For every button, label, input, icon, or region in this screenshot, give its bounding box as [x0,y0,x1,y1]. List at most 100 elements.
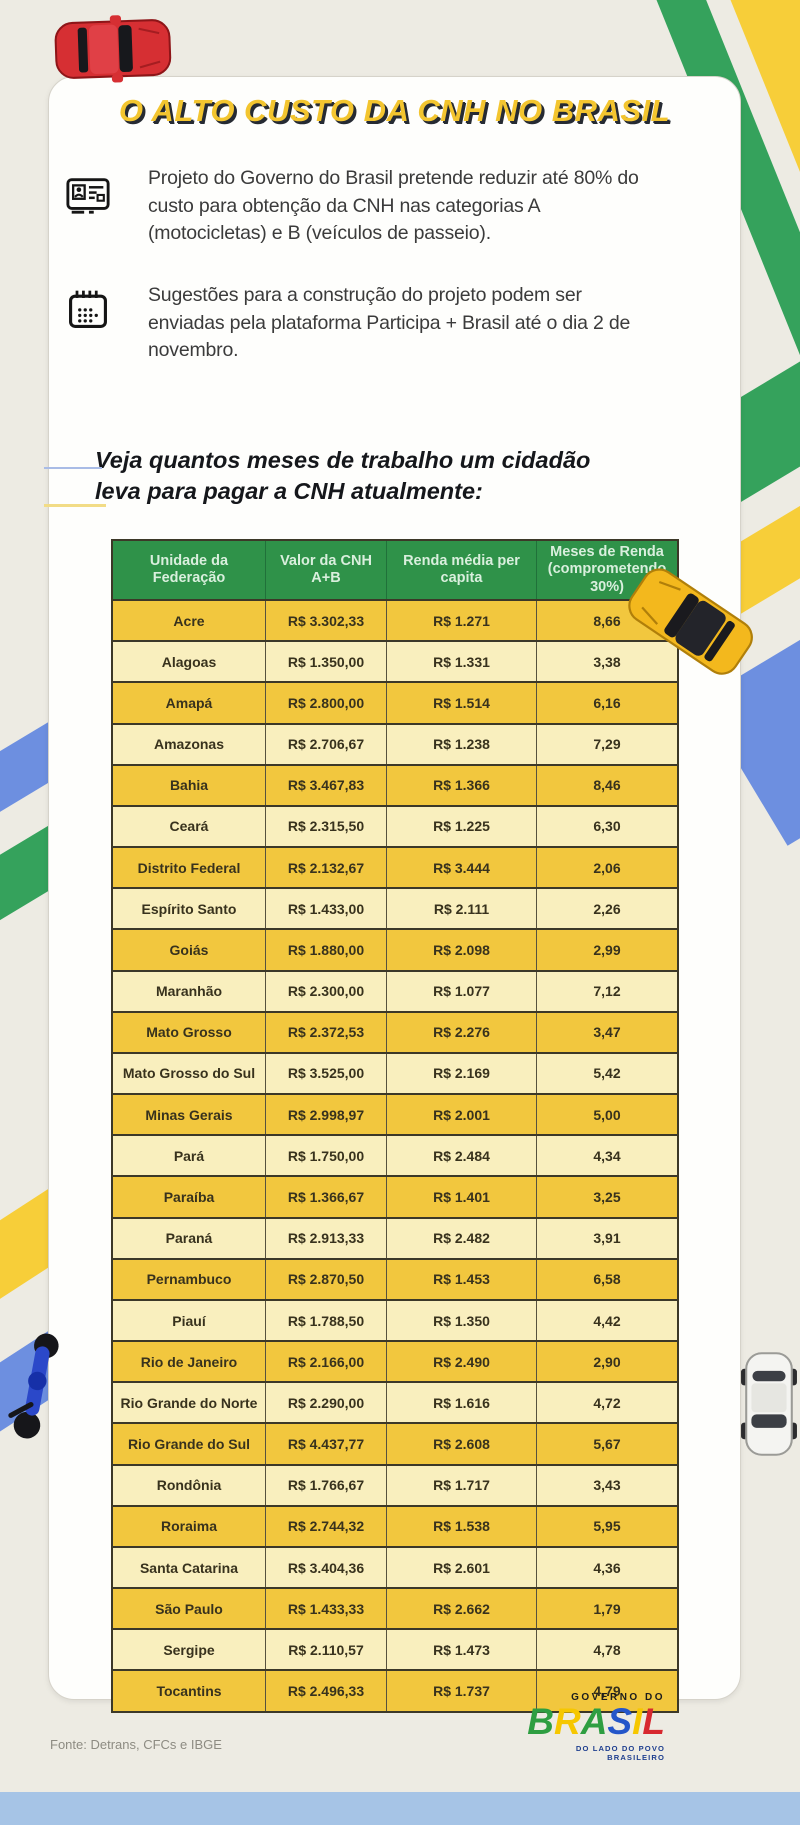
income-cell: R$ 1.238 [387,724,537,764]
income-cell: R$ 2.662 [387,1589,537,1629]
months-cell: 3,43 [593,1477,621,1494]
blue-motorcycle-image [0,1311,99,1456]
state-cell: Acre [113,601,266,641]
header-cnh-value: Valor da CNH A+B [266,541,387,599]
state-cell: São Paulo [113,1589,266,1629]
table-row: Espírito Santo R$ 1.433,00 R$ 2.111 2,26 [113,887,677,929]
table-row: Acre R$ 3.302,33 R$ 1.271 8,66 [113,599,677,641]
income-cell: R$ 2.484 [387,1136,537,1176]
income-cell: R$ 1.514 [387,683,537,723]
income-cell: R$ 1.401 [387,1177,537,1217]
cnh-table-body: Acre R$ 3.302,33 R$ 1.271 8,66 Alagoas R$ 1.3… [113,599,677,1711]
table-row: Goiás R$ 1.880,00 R$ 2.098 2,99 [113,928,677,970]
bottom-blue-bar [0,1792,800,1825]
months-cell: 4,79 [593,1683,621,1700]
table-row: Mato Grosso do Sul R$ 3.525,00 R$ 2.169 5,4… [113,1051,677,1094]
state-cell: Pará [113,1136,266,1176]
header-state: Unidade da Federação [113,541,266,599]
state-cell: Mato Grosso do Sul [113,1053,266,1094]
cnh-value-cell: R$ 1.788,50 [266,1300,387,1341]
months-cell: 4,42 [593,1312,621,1329]
cnh-value-cell: R$ 2.744,32 [266,1506,387,1546]
table-row: Amapá R$ 2.800,00 R$ 1.514 6,16 [113,681,677,723]
months-cell: 4,78 [593,1641,621,1658]
income-cell: R$ 2.001 [387,1095,537,1135]
income-cell: R$ 2.169 [387,1053,537,1094]
state-cell: Santa Catarina [113,1547,266,1588]
table-row: Rio de Janeiro R$ 2.166,00 R$ 2.490 2,90 [113,1340,677,1382]
state-cell: Amapá [113,683,266,723]
content-card: O ALTO CUSTO DA CNH NO BRASIL Projeto do… [48,76,741,1713]
months-cell: 3,25 [593,1188,621,1205]
table-header-row: Unidade da Federação Valor da CNH A+B Re… [113,541,677,599]
header-income: Renda média per capita [387,541,537,599]
state-cell: Rio de Janeiro [113,1342,266,1382]
cnh-cost-table: Unidade da Federação Valor da CNH A+B Re… [111,539,679,1713]
cnh-value-cell: R$ 2.870,50 [266,1259,387,1299]
cnh-value-cell: R$ 1.433,00 [266,889,387,929]
government-logo: GOVERNO DO BRASIL DO LADO DO POVO BRASIL… [515,1692,665,1762]
income-cell: R$ 2.601 [387,1547,537,1588]
state-cell: Roraima [113,1506,266,1546]
cnh-value-cell: R$ 2.913,33 [266,1218,387,1258]
months-cell: 2,99 [593,941,621,958]
months-cell: 6,30 [593,818,621,835]
income-cell: R$ 1.538 [387,1506,537,1546]
table-row: Roraima R$ 2.744,32 R$ 1.538 5,95 [113,1504,677,1546]
income-cell: R$ 1.350 [387,1300,537,1341]
months-cell: 1,79 [593,1600,621,1617]
months-cell: 4,72 [593,1394,621,1411]
table-row: Rondônia R$ 1.766,67 R$ 1.717 3,43 [113,1463,677,1505]
cnh-value-cell: R$ 2.110,57 [266,1630,387,1670]
state-cell: Distrito Federal [113,848,266,888]
cnh-value-cell: R$ 2.132,67 [266,848,387,888]
cnh-value-cell: R$ 3.302,33 [266,601,387,641]
income-cell: R$ 1.077 [387,971,537,1011]
cnh-value-cell: R$ 2.372,53 [266,1012,387,1052]
table-row: Alagoas R$ 1.350,00 R$ 1.331 3,38 [113,640,677,682]
months-cell: 2,06 [593,859,621,876]
state-cell: Alagoas [113,642,266,682]
months-cell: 5,42 [593,1065,621,1082]
logo-governo-do-label: GOVERNO DO [571,1692,665,1703]
income-cell: R$ 2.482 [387,1218,537,1258]
blue-accent-line [44,467,102,469]
state-cell: Minas Gerais [113,1095,266,1135]
months-cell: 3,91 [593,1230,621,1247]
cnh-value-cell: R$ 3.525,00 [266,1053,387,1094]
table-row: Minas Gerais R$ 2.998,97 R$ 2.001 5,00 [113,1093,677,1135]
state-cell: Maranhão [113,971,266,1011]
state-cell: Piauí [113,1300,266,1341]
cnh-value-cell: R$ 2.706,67 [266,724,387,764]
income-cell: R$ 1.225 [387,806,537,847]
table-row: Paraíba R$ 1.366,67 R$ 1.401 3,25 [113,1175,677,1217]
months-cell: 5,00 [593,1106,621,1123]
income-cell: R$ 1.271 [387,601,537,641]
state-cell: Sergipe [113,1630,266,1670]
income-cell: R$ 1.473 [387,1630,537,1670]
cnh-value-cell: R$ 4.437,77 [266,1424,387,1464]
table-row: Rio Grande do Norte R$ 2.290,00 R$ 1.616 4,… [113,1381,677,1423]
income-cell: R$ 2.276 [387,1012,537,1052]
months-cell: 8,46 [593,777,621,794]
table-row: Bahia R$ 3.467,83 R$ 1.366 8,46 [113,763,677,805]
table-row: Piauí R$ 1.788,50 R$ 1.350 4,42 [113,1298,677,1341]
yellow-accent-line [44,504,106,507]
income-cell: R$ 3.444 [387,848,537,888]
table-row: São Paulo R$ 1.433,33 R$ 2.662 1,79 [113,1587,677,1629]
months-cell: 6,16 [593,694,621,711]
months-cell: 6,58 [593,1271,621,1288]
cnh-value-cell: R$ 1.766,67 [266,1465,387,1505]
months-cell: 2,90 [593,1353,621,1370]
state-cell: Pernambuco [113,1259,266,1299]
state-cell: Amazonas [113,724,266,764]
red-car-image [51,8,176,95]
state-cell: Paraíba [113,1177,266,1217]
cnh-value-cell: R$ 2.290,00 [266,1383,387,1423]
intro-paragraph-1: Projeto do Governo do Brasil pretende re… [148,167,639,245]
table-row: Mato Grosso R$ 2.372,53 R$ 2.276 3,47 [113,1010,677,1052]
cnh-value-cell: R$ 1.350,00 [266,642,387,682]
logo-letter: A [580,1701,608,1742]
cnh-value-cell: R$ 2.315,50 [266,806,387,847]
income-cell: R$ 2.098 [387,930,537,970]
